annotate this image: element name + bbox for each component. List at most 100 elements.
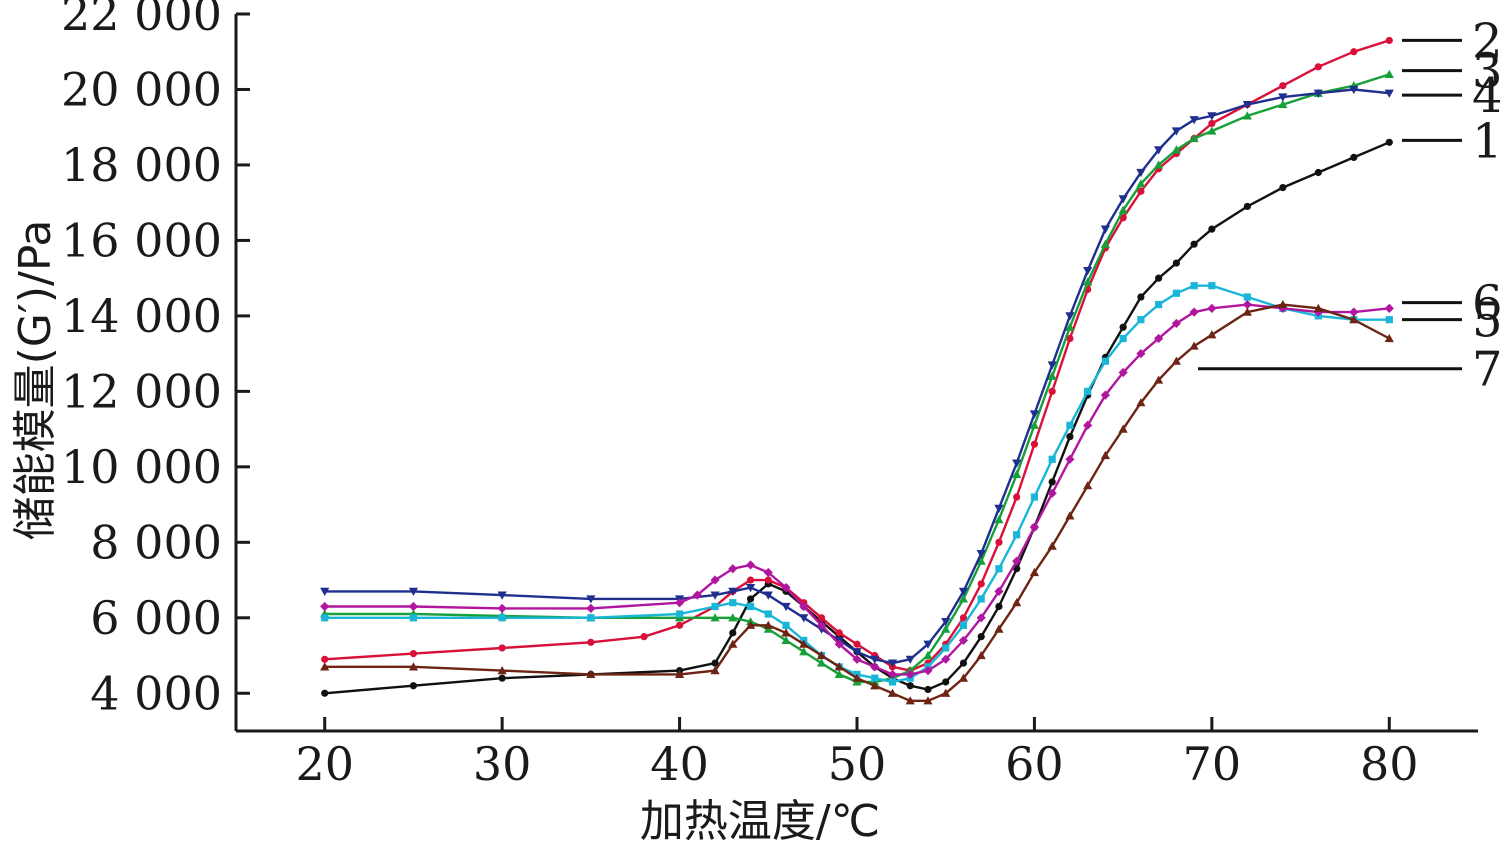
data-point [1189,307,1199,317]
data-point [1137,187,1145,195]
data-point [1154,146,1164,155]
data-point [941,654,951,664]
data-point [977,633,985,641]
data-point [498,614,506,622]
axes [234,14,1478,733]
y-tick-label: 18 000 [61,138,222,192]
data-point [816,620,827,630]
data-point [1190,240,1198,248]
data-point [1100,225,1110,234]
data-point [1013,493,1021,501]
data-point [923,666,933,676]
data-point [1207,112,1217,121]
data-point [1119,323,1127,331]
series-label-1: 1 [1472,113,1503,169]
data-point [1242,299,1252,310]
data-point [1385,138,1393,146]
series-line-5 [324,284,1390,684]
data-point [1066,421,1074,429]
data-point [497,666,507,675]
data-point [763,591,773,600]
data-point [745,560,756,570]
data-point [710,613,720,622]
x-tick-label: 80 [1360,737,1419,791]
data-point [942,644,950,652]
data-point [781,628,791,637]
data-point [799,639,809,648]
x-tick-label: 30 [473,737,532,791]
data-point [1349,315,1359,324]
data-point [941,624,951,633]
series-label-6: 6 [1472,276,1503,332]
x-tick-label: 20 [295,737,354,791]
data-point [834,639,844,649]
data-point [977,595,985,603]
data-point [799,601,809,612]
data-point [799,647,809,656]
data-point [320,587,330,596]
data-point [1278,99,1288,109]
data-point [1012,598,1022,607]
data-point [1385,36,1393,45]
data-point [764,576,772,584]
data-point [958,673,969,682]
data-point [852,648,862,657]
data-point [675,610,684,618]
data-point [994,586,1004,596]
data-point [587,614,595,622]
series-line-2 [324,39,1390,672]
data-point [409,682,418,690]
y-ticks: 4 000 6 000 8 000 10 000 12 000 14 000 16 000 1… [61,0,250,720]
data-point [674,669,685,678]
data-point [941,617,951,627]
x-axis-title: 加热温度/℃ [640,796,880,846]
data-point [924,685,932,694]
data-point [781,583,791,593]
data-point [728,587,738,596]
data-point [1100,390,1110,400]
data-point [976,650,986,660]
data-point [1101,357,1109,365]
data-point [905,655,915,664]
y-tick-label: 8 000 [90,515,222,569]
y-tick-label: 10 000 [61,440,222,494]
data-point [852,654,862,664]
data-point [692,590,702,600]
data-point [587,638,595,646]
x-tick-label: 60 [1005,737,1064,791]
data-point [1208,225,1216,233]
data-point [729,629,737,637]
data-point [1136,398,1146,407]
data-point [1065,322,1075,331]
data-point [728,564,738,574]
data-point [1385,316,1393,324]
data-point [1029,567,1040,577]
data-point [1119,334,1127,343]
data-point [1384,333,1394,343]
series-line-4 [324,88,1390,665]
data-point [799,614,809,623]
data-point [1029,522,1040,532]
data-point [871,674,879,682]
data-point [1048,478,1056,486]
data-point [852,673,862,682]
data-point [816,658,827,667]
data-point [1172,289,1180,297]
data-point [976,550,986,559]
data-point [905,696,915,705]
data-point [942,678,950,686]
data-point [498,644,506,652]
data-point [1013,565,1021,573]
series-5 [321,282,1393,686]
data-point [1349,307,1359,317]
data-point [1118,367,1128,378]
y-tick-label: 22 000 [61,0,222,41]
data-point [745,584,756,593]
series-6 [320,299,1394,679]
data-point [994,515,1004,524]
data-point [1013,531,1021,539]
data-point [586,595,596,604]
series-1 [321,138,1393,697]
data-point [1314,168,1322,177]
data-point [1207,303,1217,313]
